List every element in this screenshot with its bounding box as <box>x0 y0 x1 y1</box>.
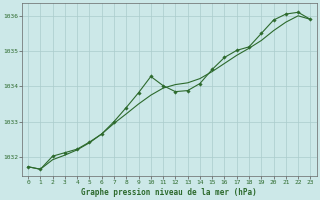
X-axis label: Graphe pression niveau de la mer (hPa): Graphe pression niveau de la mer (hPa) <box>81 188 257 197</box>
